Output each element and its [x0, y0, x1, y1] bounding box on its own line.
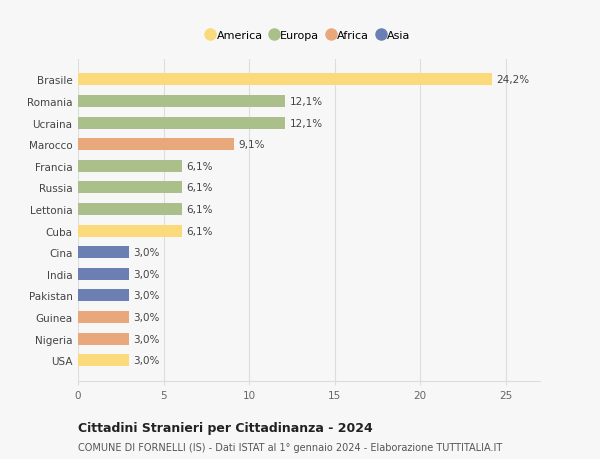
Bar	[78, 96, 285, 108]
Text: 12,1%: 12,1%	[289, 97, 322, 107]
Bar	[78, 139, 234, 151]
Text: 24,2%: 24,2%	[496, 75, 529, 85]
Text: 3,0%: 3,0%	[134, 269, 160, 279]
Text: Cittadini Stranieri per Cittadinanza - 2024: Cittadini Stranieri per Cittadinanza - 2…	[78, 421, 373, 434]
Text: 6,1%: 6,1%	[187, 205, 213, 214]
Bar	[78, 333, 130, 345]
Text: 12,1%: 12,1%	[289, 118, 322, 129]
Text: 3,0%: 3,0%	[134, 355, 160, 365]
Text: 3,0%: 3,0%	[134, 334, 160, 344]
Bar	[78, 74, 492, 86]
Text: 3,0%: 3,0%	[134, 248, 160, 257]
Bar	[78, 311, 130, 323]
Bar	[78, 225, 182, 237]
Bar	[78, 204, 182, 215]
Bar	[78, 290, 130, 302]
Text: COMUNE DI FORNELLI (IS) - Dati ISTAT al 1° gennaio 2024 - Elaborazione TUTTITALI: COMUNE DI FORNELLI (IS) - Dati ISTAT al …	[78, 442, 502, 452]
Bar	[78, 354, 130, 366]
Text: 3,0%: 3,0%	[134, 312, 160, 322]
Text: 9,1%: 9,1%	[238, 140, 265, 150]
Bar	[78, 247, 130, 258]
Bar	[78, 268, 130, 280]
Legend: America, Europa, Africa, Asia: America, Europa, Africa, Asia	[203, 27, 415, 45]
Text: 6,1%: 6,1%	[187, 162, 213, 171]
Bar	[78, 182, 182, 194]
Text: 6,1%: 6,1%	[187, 226, 213, 236]
Text: 3,0%: 3,0%	[134, 291, 160, 301]
Bar	[78, 161, 182, 173]
Bar	[78, 118, 285, 129]
Text: 6,1%: 6,1%	[187, 183, 213, 193]
